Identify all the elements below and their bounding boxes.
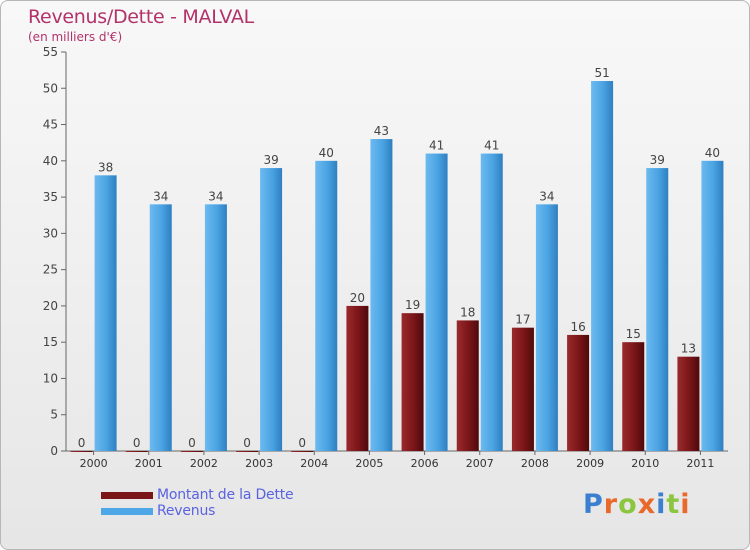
- x-tick-label: 2001: [135, 457, 163, 470]
- bar-revenue: [535, 204, 558, 451]
- data-label-debt: 18: [460, 305, 475, 319]
- data-label-revenue: 51: [594, 66, 609, 80]
- chart-subtitle: (en milliers d'€): [28, 30, 123, 44]
- y-tick-label: 25: [43, 263, 58, 277]
- data-label-debt: 16: [570, 320, 585, 334]
- x-tick-label: 2007: [466, 457, 494, 470]
- data-label-revenue: 39: [650, 153, 665, 167]
- bar-revenue: [94, 175, 117, 451]
- data-label-revenue: 34: [208, 189, 223, 203]
- bar-revenue: [591, 81, 614, 451]
- y-tick-label: 0: [50, 444, 58, 458]
- data-label-debt: 0: [133, 436, 141, 450]
- bar-revenue: [701, 160, 724, 451]
- data-label-debt: 0: [243, 436, 251, 450]
- legend-item-revenue: Revenus: [101, 503, 293, 519]
- data-label-revenue: 40: [705, 146, 720, 160]
- data-label-debt: 15: [626, 327, 641, 341]
- bar-debt: [70, 451, 93, 452]
- data-label-revenue: 41: [429, 139, 444, 153]
- legend-swatch-revenue: [101, 507, 153, 515]
- legend-swatch-debt: [101, 491, 153, 499]
- y-tick-label: 35: [43, 190, 58, 204]
- logo-letter: x: [637, 489, 657, 520]
- logo-letter: i: [680, 489, 691, 520]
- bar-revenue: [646, 168, 669, 451]
- bar-revenue: [315, 160, 338, 451]
- data-label-debt: 0: [188, 436, 196, 450]
- data-label-debt: 19: [405, 298, 420, 312]
- bar-debt: [511, 327, 534, 451]
- data-label-revenue: 39: [263, 153, 278, 167]
- data-label-debt: 0: [78, 436, 86, 450]
- bar-debt: [346, 305, 369, 451]
- bar-debt: [236, 451, 259, 452]
- x-tick-label: 2004: [300, 457, 328, 470]
- bar-revenue: [425, 153, 448, 451]
- bar-revenue: [480, 153, 503, 451]
- x-tick-label: 2002: [190, 457, 218, 470]
- x-tick-label: 2005: [355, 457, 383, 470]
- data-label-debt: 13: [681, 342, 696, 356]
- chart-title: Revenus/Dette - MALVAL: [28, 6, 254, 28]
- data-label-revenue: 40: [319, 146, 334, 160]
- legend-label-debt: Montant de la Dette: [157, 487, 294, 503]
- proxiti-logo: Proxiti: [583, 489, 691, 520]
- data-label-revenue: 43: [374, 124, 389, 138]
- data-label-debt: 17: [515, 313, 530, 327]
- bar-debt: [125, 451, 148, 452]
- y-tick-label: 10: [43, 371, 58, 385]
- y-tick-label: 30: [43, 226, 58, 240]
- x-tick-label: 2009: [576, 457, 604, 470]
- legend: Montant de la Dette Revenus: [101, 487, 294, 519]
- logo-letter: t: [666, 489, 681, 520]
- bar-debt: [567, 334, 590, 451]
- legend-label-revenue: Revenus: [157, 503, 216, 519]
- bar-revenue: [149, 204, 172, 451]
- x-tick-label: 2010: [631, 457, 659, 470]
- y-tick-label: 5: [50, 408, 58, 422]
- logo-letter: r: [603, 489, 619, 520]
- logo-letter: i: [656, 489, 667, 520]
- bar-debt: [677, 356, 700, 451]
- bar-debt: [291, 451, 314, 452]
- bar-debt: [401, 313, 424, 451]
- x-tick-label: 2011: [686, 457, 714, 470]
- data-label-revenue: 38: [98, 160, 113, 174]
- bar-revenue: [370, 139, 393, 451]
- x-tick-label: 2008: [521, 457, 549, 470]
- data-label-debt: 20: [350, 291, 365, 305]
- y-tick-label: 15: [43, 335, 58, 349]
- x-tick-label: 2003: [245, 457, 273, 470]
- bar-revenue: [204, 204, 227, 451]
- bar-debt: [180, 451, 203, 452]
- bar-revenue: [260, 168, 283, 451]
- logo-letter: P: [583, 489, 604, 520]
- y-tick-label: 45: [43, 118, 58, 132]
- logo-letter: o: [618, 489, 638, 520]
- data-label-revenue: 34: [539, 189, 554, 203]
- x-tick-label: 2006: [411, 457, 439, 470]
- x-tick-label: 2000: [80, 457, 108, 470]
- data-label-revenue: 34: [153, 189, 168, 203]
- legend-item-debt: Montant de la Dette: [101, 487, 294, 503]
- y-tick-label: 50: [43, 81, 58, 95]
- y-tick-label: 55: [43, 45, 58, 59]
- data-label-debt: 0: [298, 436, 306, 450]
- y-tick-label: 20: [43, 299, 58, 313]
- bar-debt: [456, 320, 479, 451]
- y-tick-label: 40: [43, 154, 58, 168]
- data-label-revenue: 41: [484, 139, 499, 153]
- bar-debt: [622, 342, 645, 451]
